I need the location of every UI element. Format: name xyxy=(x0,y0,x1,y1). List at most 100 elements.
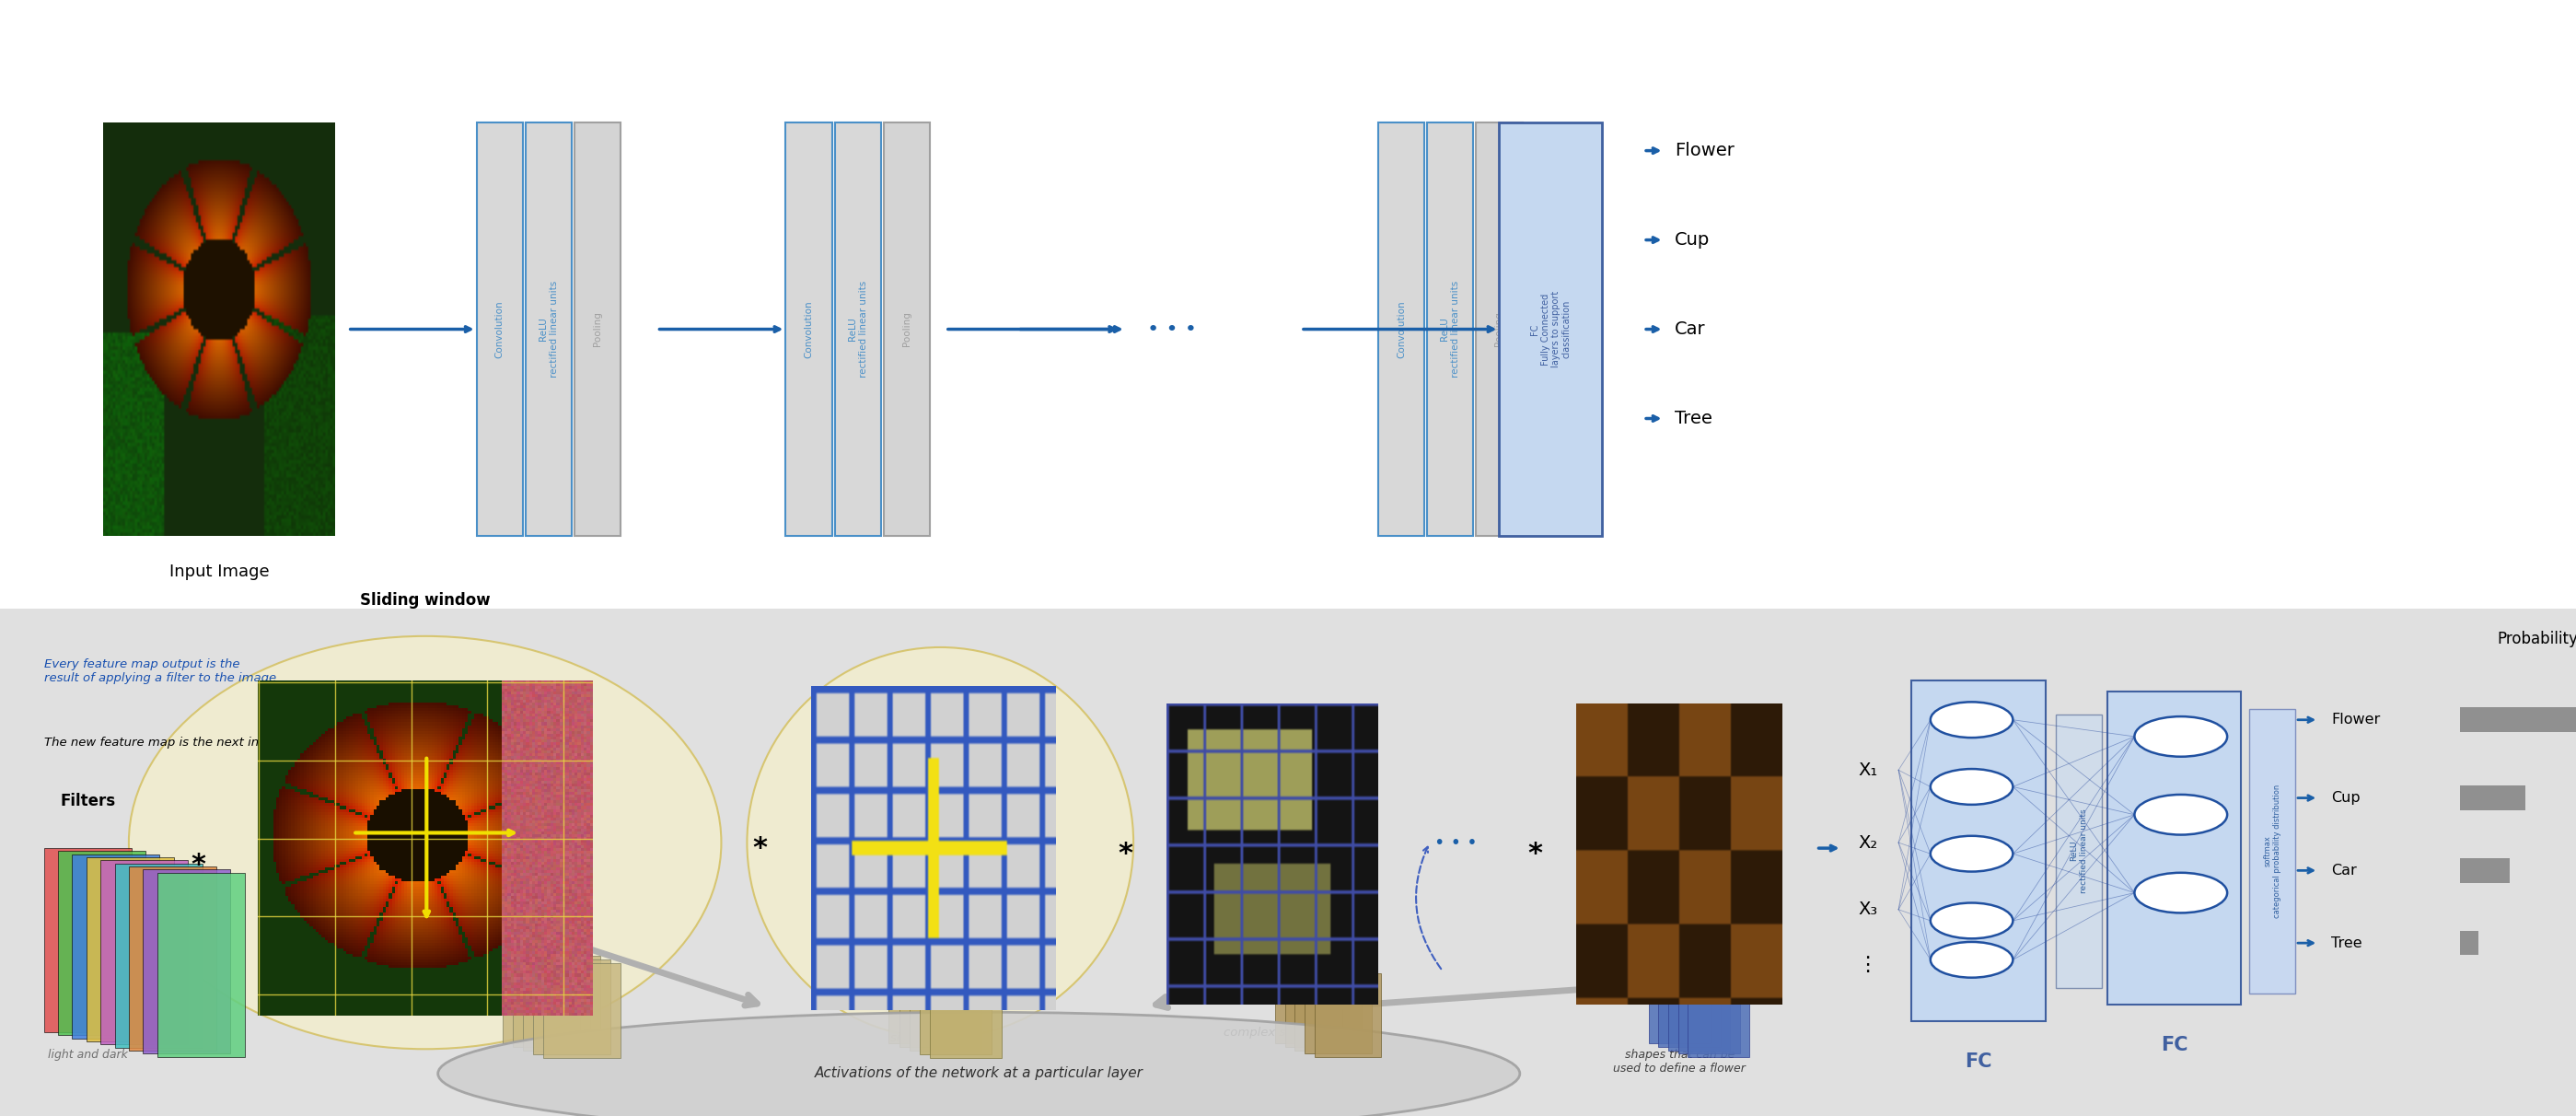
Text: *: * xyxy=(752,835,768,862)
Text: softmax
categorical probability distribution: softmax categorical probability distribu… xyxy=(2264,785,2280,917)
Ellipse shape xyxy=(747,647,1133,1038)
FancyBboxPatch shape xyxy=(1427,123,1473,536)
FancyBboxPatch shape xyxy=(786,123,832,536)
FancyBboxPatch shape xyxy=(2056,714,2102,988)
Ellipse shape xyxy=(438,1012,1520,1116)
Bar xyxy=(544,963,621,1058)
Bar xyxy=(2460,931,2478,955)
Bar xyxy=(1314,973,1381,1057)
FancyBboxPatch shape xyxy=(1378,123,1425,536)
Circle shape xyxy=(1929,769,2012,805)
Text: X₂: X₂ xyxy=(1857,834,1878,852)
Bar xyxy=(0,0,2576,608)
FancyBboxPatch shape xyxy=(526,123,572,536)
Text: Flower: Flower xyxy=(2331,713,2380,727)
Bar xyxy=(144,869,232,1054)
Text: complex shapes: complex shapes xyxy=(1224,1027,1321,1039)
Text: Probability: Probability xyxy=(2496,631,2576,647)
FancyBboxPatch shape xyxy=(2107,692,2241,1004)
Text: Activations of the network at a particular layer: Activations of the network at a particul… xyxy=(814,1067,1144,1080)
Text: *: * xyxy=(1528,840,1543,867)
Bar xyxy=(930,969,1002,1058)
FancyBboxPatch shape xyxy=(2249,709,2295,993)
Text: Car: Car xyxy=(1674,320,1705,338)
Text: Tree: Tree xyxy=(2331,936,2362,950)
Bar xyxy=(100,860,188,1045)
Text: ReLU
rectified linear units: ReLU rectified linear units xyxy=(2071,809,2087,893)
Text: Convolution: Convolution xyxy=(495,300,505,358)
Text: • • •: • • • xyxy=(1146,320,1198,338)
Text: Filters: Filters xyxy=(59,792,116,809)
Ellipse shape xyxy=(129,636,721,1049)
Bar xyxy=(44,848,131,1032)
Text: Cup: Cup xyxy=(1674,231,1710,249)
Bar xyxy=(1687,976,1749,1057)
Bar xyxy=(889,954,961,1043)
Text: Every feature map output is the
result of applying a filter to the image: Every feature map output is the result o… xyxy=(44,658,276,684)
Text: Pooling: Pooling xyxy=(592,311,603,347)
Bar xyxy=(1649,963,1710,1043)
Bar xyxy=(157,873,245,1057)
Text: FC
Fully Connected
layers to support
classification: FC Fully Connected layers to support cla… xyxy=(1530,291,1571,367)
Text: Sliding window: Sliding window xyxy=(361,591,489,608)
Circle shape xyxy=(1929,942,2012,978)
Text: Pooling: Pooling xyxy=(902,311,912,347)
Bar xyxy=(1669,970,1731,1050)
Text: Pooling: Pooling xyxy=(1494,311,1504,347)
Text: X₃: X₃ xyxy=(1857,901,1878,918)
Bar xyxy=(1285,963,1352,1047)
Bar xyxy=(1677,973,1739,1054)
Circle shape xyxy=(2136,795,2228,835)
Text: *: * xyxy=(191,852,206,878)
Bar xyxy=(1275,960,1342,1043)
Bar xyxy=(57,852,144,1036)
Bar xyxy=(129,866,216,1051)
Bar xyxy=(1659,966,1721,1047)
Text: Car: Car xyxy=(2331,864,2357,877)
Bar xyxy=(113,864,201,1048)
Text: light and dark: light and dark xyxy=(46,1049,129,1061)
Text: *: * xyxy=(1118,840,1133,867)
Bar xyxy=(0,608,2576,1116)
Text: The new feature map is the next input: The new feature map is the next input xyxy=(44,737,278,749)
Circle shape xyxy=(2136,873,2228,913)
Text: FC: FC xyxy=(2161,1036,2187,1055)
Bar xyxy=(72,855,160,1038)
Bar xyxy=(1296,966,1363,1050)
Bar xyxy=(2460,858,2509,883)
Text: Convolution: Convolution xyxy=(1396,300,1406,358)
Bar xyxy=(2460,786,2524,810)
Text: ReLU
rectified linear units: ReLU rectified linear units xyxy=(848,281,868,377)
FancyBboxPatch shape xyxy=(835,123,881,536)
Text: Flower: Flower xyxy=(1674,142,1734,160)
FancyBboxPatch shape xyxy=(1476,123,1522,536)
Bar xyxy=(1303,970,1370,1054)
Circle shape xyxy=(1929,836,2012,872)
Circle shape xyxy=(1929,903,2012,939)
Text: simple shapes: simple shapes xyxy=(891,1032,976,1045)
Text: ReLU
rectified linear units: ReLU rectified linear units xyxy=(1440,281,1461,377)
FancyBboxPatch shape xyxy=(1499,123,1602,536)
Bar xyxy=(533,960,611,1055)
Bar xyxy=(909,961,981,1050)
Circle shape xyxy=(2136,716,2228,757)
Bar xyxy=(2460,708,2576,732)
Bar xyxy=(523,955,600,1050)
Text: ReLU
rectified linear units: ReLU rectified linear units xyxy=(538,281,559,377)
FancyBboxPatch shape xyxy=(884,123,930,536)
Bar xyxy=(88,857,175,1041)
Bar xyxy=(502,949,580,1043)
FancyBboxPatch shape xyxy=(574,123,621,536)
Circle shape xyxy=(1929,702,2012,738)
Text: Input Image: Input Image xyxy=(170,564,268,580)
Text: ⋮: ⋮ xyxy=(1857,956,1878,974)
Bar xyxy=(899,958,971,1047)
Text: Convolution: Convolution xyxy=(804,300,814,358)
Text: X₁: X₁ xyxy=(1857,761,1878,779)
Text: FC: FC xyxy=(1965,1052,1991,1071)
Text: Cup: Cup xyxy=(2331,791,2360,805)
Text: • • •: • • • xyxy=(1435,834,1476,852)
Bar xyxy=(920,965,992,1055)
Text: shapes that can be
used to define a flower: shapes that can be used to define a flow… xyxy=(1613,1049,1747,1075)
Bar xyxy=(513,952,590,1047)
